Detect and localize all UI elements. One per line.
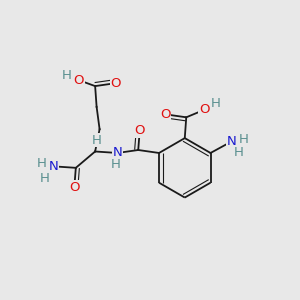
Text: H: H: [111, 158, 121, 171]
Text: H: H: [234, 146, 244, 160]
Text: H: H: [62, 69, 72, 82]
Text: H: H: [92, 134, 102, 147]
Text: O: O: [69, 181, 80, 194]
Text: H: H: [40, 172, 50, 185]
Text: O: O: [111, 76, 121, 90]
Text: H: H: [238, 133, 248, 146]
Text: H: H: [37, 157, 46, 170]
Text: N: N: [226, 135, 236, 148]
Text: H: H: [211, 98, 221, 110]
Text: O: O: [134, 124, 145, 137]
Text: N: N: [112, 146, 122, 160]
Text: N: N: [49, 160, 58, 173]
Text: O: O: [74, 74, 84, 87]
Text: O: O: [160, 108, 171, 121]
Text: O: O: [199, 103, 209, 116]
